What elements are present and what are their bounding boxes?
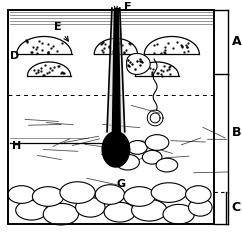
Ellipse shape (132, 199, 167, 221)
Ellipse shape (60, 182, 95, 203)
Ellipse shape (32, 187, 64, 206)
Ellipse shape (116, 154, 139, 170)
Text: B: B (232, 126, 241, 139)
Bar (8, 10, 214, 224)
Ellipse shape (186, 186, 211, 203)
Polygon shape (127, 54, 150, 74)
Text: G: G (116, 179, 125, 189)
Text: E: E (54, 21, 68, 41)
Ellipse shape (104, 202, 136, 222)
Ellipse shape (124, 187, 155, 206)
Ellipse shape (43, 203, 79, 225)
Ellipse shape (76, 198, 105, 217)
Ellipse shape (163, 204, 194, 224)
Ellipse shape (189, 198, 212, 216)
Polygon shape (102, 132, 130, 167)
Ellipse shape (95, 185, 125, 204)
Ellipse shape (145, 135, 169, 150)
Text: H: H (12, 141, 21, 152)
Text: D: D (10, 51, 19, 61)
Bar (8, 10, 214, 224)
Text: A: A (232, 35, 241, 48)
Text: C: C (232, 201, 241, 214)
Ellipse shape (128, 141, 147, 154)
Ellipse shape (16, 200, 47, 220)
Ellipse shape (156, 158, 178, 172)
Ellipse shape (8, 186, 35, 203)
Ellipse shape (151, 183, 187, 202)
Text: F: F (124, 2, 131, 12)
Ellipse shape (142, 150, 162, 164)
